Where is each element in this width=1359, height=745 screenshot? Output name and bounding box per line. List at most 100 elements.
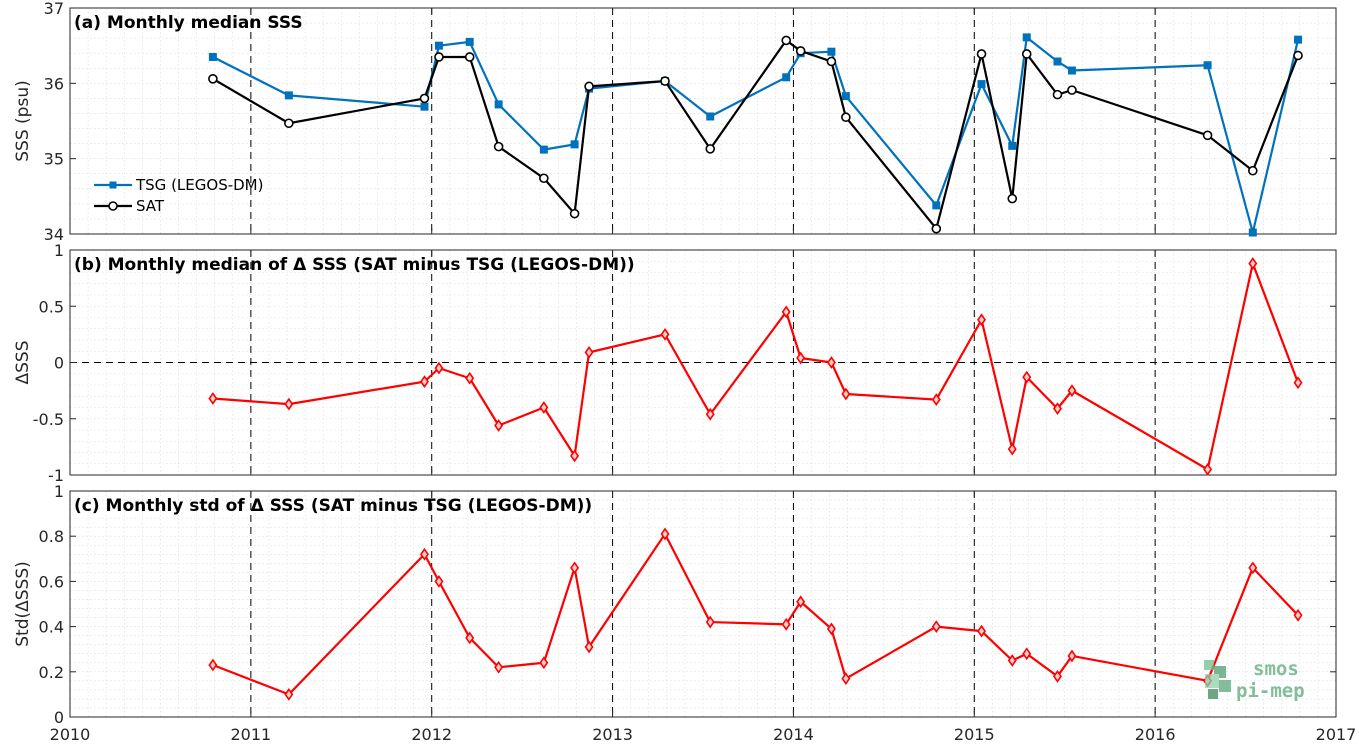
data-point <box>569 208 580 219</box>
data-point <box>208 392 218 405</box>
y-tick-label: 0.6 <box>39 572 64 591</box>
data-point <box>1053 669 1062 683</box>
panel-3: 0 0.2 0.4 0.6 0.8 1 2010 2011 2012 2013 2014 2015 20… <box>13 482 1356 744</box>
data-point <box>781 35 791 46</box>
data-point <box>705 144 716 154</box>
series-line <box>212 532 1299 696</box>
logo-block <box>1204 660 1214 670</box>
grid <box>69 7 1337 235</box>
x-tick-label: 2010 <box>50 725 91 744</box>
y-tick-label: 0 <box>54 708 64 727</box>
data-point <box>465 631 475 645</box>
data-point <box>1293 376 1303 390</box>
data-point <box>539 401 549 414</box>
data-point <box>1022 647 1032 661</box>
data-point <box>660 527 670 541</box>
data-point <box>1248 257 1258 270</box>
x-tick-label: 2015 <box>954 725 995 744</box>
data-point <box>284 688 294 701</box>
data-point <box>1248 228 1257 237</box>
data-point <box>782 73 791 82</box>
data-point <box>494 419 504 432</box>
data-point <box>841 672 851 685</box>
y-tick-label: 1 <box>54 241 64 260</box>
x-tick-label: 2011 <box>230 725 271 744</box>
data-point <box>420 547 429 561</box>
data-point <box>208 74 218 84</box>
logo-block <box>1219 680 1231 692</box>
y-tick-label: 36 <box>44 74 64 93</box>
data-point <box>826 622 836 636</box>
y-tick-label: 0.8 <box>39 527 64 546</box>
x-tick-label: 2012 <box>411 725 452 744</box>
y-axis-label: Std(ΔSSS) <box>13 561 33 647</box>
x-tick-label: 2013 <box>592 725 633 744</box>
data-point <box>795 46 806 56</box>
data-point <box>465 371 475 385</box>
legend-label: SAT <box>136 197 165 215</box>
smos-pi-mep-logo: smos pi-mep <box>1204 658 1305 702</box>
series-line <box>212 36 1300 234</box>
data-point <box>419 93 430 104</box>
data-point <box>1203 61 1212 70</box>
y-tick-label: -1 <box>48 466 64 485</box>
y-tick-label: 35 <box>44 150 64 169</box>
data-point <box>539 656 549 670</box>
data-point <box>1202 130 1213 141</box>
data-point <box>660 327 670 341</box>
data-point <box>1067 649 1077 663</box>
data-point <box>1053 402 1062 416</box>
data-point <box>434 361 444 375</box>
data-point <box>434 52 444 62</box>
data-point <box>977 624 986 638</box>
panel-title: (a) Monthly median SSS <box>74 13 303 33</box>
data-point <box>584 640 594 654</box>
data-point <box>1052 89 1063 100</box>
data-point <box>494 660 504 674</box>
data-point <box>977 80 986 89</box>
data-point <box>932 201 941 210</box>
logo-line2: pi-mep <box>1236 680 1305 702</box>
data-point <box>706 112 715 121</box>
data-point <box>1294 35 1303 44</box>
data-point <box>931 393 941 407</box>
data-point <box>570 449 580 463</box>
data-point <box>1067 384 1077 398</box>
panel-1: 34 35 36 37 SSS (psu) (a) Monthly median SSS T… <box>13 0 1337 244</box>
data-point <box>420 375 429 389</box>
data-point <box>1067 85 1077 95</box>
data-point <box>1053 57 1062 66</box>
y-tick-label: 0.4 <box>39 618 64 637</box>
data-point <box>1248 165 1258 176</box>
data-point <box>976 49 987 59</box>
series-delta-sss <box>208 257 1303 476</box>
data-point <box>539 145 548 154</box>
data-point <box>284 118 294 129</box>
y-tick-label: 0 <box>54 354 64 373</box>
data-point <box>781 617 791 631</box>
legend-marker <box>109 181 117 189</box>
data-point <box>1293 608 1303 622</box>
data-point <box>570 561 580 575</box>
data-point <box>931 223 942 234</box>
series-line <box>212 262 1300 471</box>
legend-label: TSG (LEGOS-DM) <box>135 176 263 194</box>
data-point <box>826 356 836 369</box>
y-tick-label: 0.5 <box>39 297 64 316</box>
data-point <box>826 56 837 67</box>
data-point <box>208 658 218 672</box>
data-point <box>1248 561 1258 575</box>
data-point <box>494 100 503 109</box>
y-tick-label: 34 <box>44 225 64 244</box>
data-point <box>1007 193 1018 204</box>
data-point <box>1293 50 1303 61</box>
data-point <box>660 76 670 86</box>
data-point <box>208 52 217 61</box>
data-point <box>570 140 579 149</box>
data-point <box>1021 49 1032 59</box>
data-point <box>434 575 444 588</box>
data-point <box>841 92 850 101</box>
data-point <box>827 47 836 56</box>
data-point <box>284 397 294 411</box>
